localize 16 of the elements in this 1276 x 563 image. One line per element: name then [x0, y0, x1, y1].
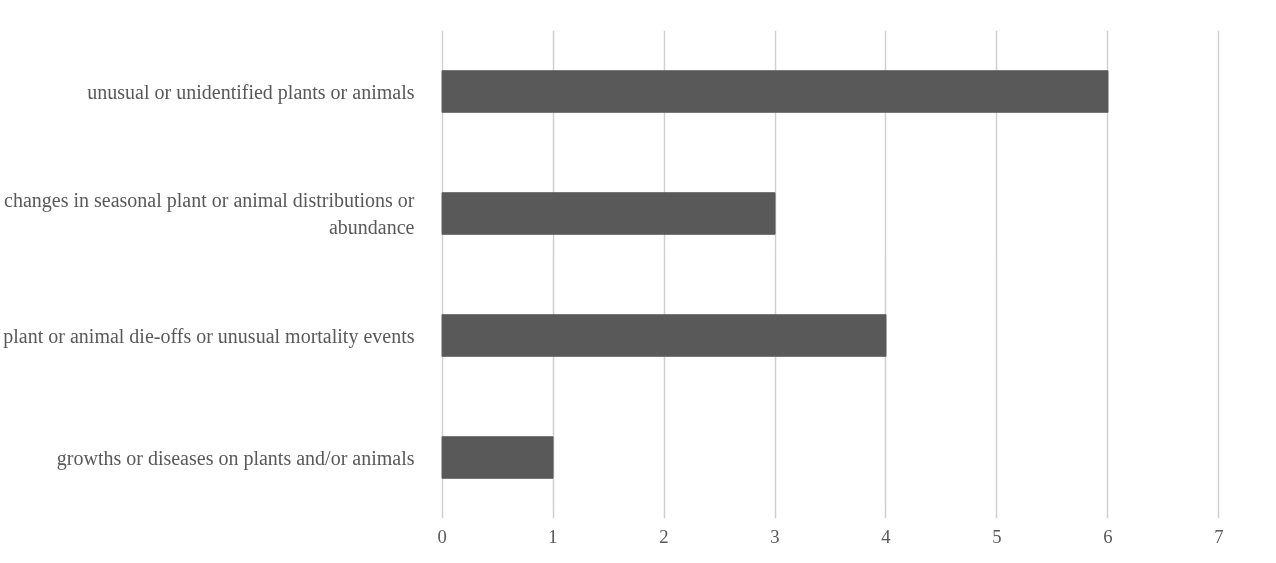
x-tick-label: 3 [770, 525, 780, 547]
x-tick-label: 4 [881, 525, 892, 547]
bar [441, 436, 554, 479]
x-tick-label: 1 [548, 525, 558, 547]
bar [441, 314, 887, 357]
bar [441, 70, 1109, 113]
y-tick-label: changes in seasonal plant or animal distributions or abundance [4, 189, 415, 238]
x-tick-label: 7 [1214, 525, 1224, 547]
y-tick-label: growths or diseases on plants and/or animals [56, 446, 415, 470]
x-tick-label: 6 [1103, 525, 1113, 547]
x-tick-label: 2 [659, 525, 669, 547]
bar [441, 192, 776, 235]
y-tick-label: plant or animal die-offs or unusual mortality events [3, 324, 415, 348]
x-tick-label: 0 [437, 525, 447, 547]
y-tick-label: unusual or unidentified plants or animals [87, 80, 415, 104]
x-tick-label: 5 [992, 525, 1002, 547]
